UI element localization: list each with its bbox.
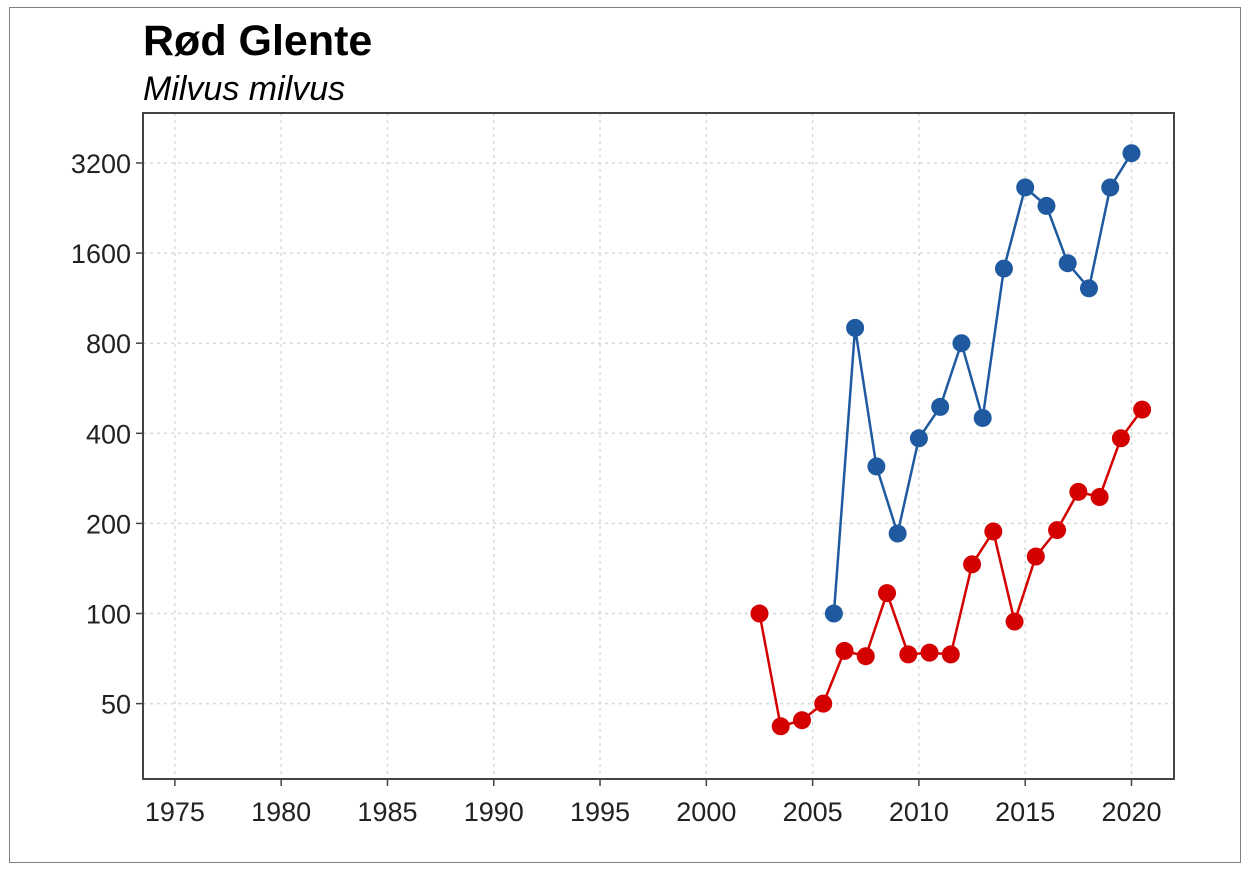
chart-subtitle: Milvus milvus [143,70,346,108]
y-tick-label: 100 [86,600,131,630]
x-tick-label: 2020 [1101,797,1161,827]
series-2-point [1048,521,1067,540]
series-2-point [1069,482,1088,501]
series-1-point [824,604,843,623]
x-tick-label: 1990 [464,797,524,827]
series-1-point [1101,178,1120,197]
series-2-point [1026,547,1045,566]
series-1-point [867,457,886,476]
series-2-point [920,643,939,662]
chart-title: Rød Glente [143,17,373,65]
y-tick-label: 1600 [71,239,131,269]
series-1-line [832,152,1133,614]
x-tick-label: 1995 [570,797,630,827]
series-2-point [792,711,811,730]
series-2-point [1005,612,1024,631]
y-tick-label: 800 [86,329,131,359]
series-2-point [984,522,1003,541]
series-2-line [758,408,1144,728]
x-tick-label: 2000 [676,797,736,827]
series-2-point [1111,429,1130,448]
series-2-point [899,645,918,664]
series-1-point [1058,254,1077,273]
series-2-point [963,555,982,574]
series-1-point [973,408,992,427]
series-2-point [771,717,790,736]
x-tick-label: 1985 [357,797,417,827]
series-2-point [1090,488,1109,507]
y-tick-label: 200 [86,509,131,539]
series-1-point [1122,144,1141,163]
x-tick-label: 1980 [251,797,311,827]
series-1-point [952,334,971,353]
series-1-point [1016,178,1035,197]
y-tick-label: 400 [86,419,131,449]
series-2-point [856,647,875,666]
series-2-point [878,584,897,603]
series-1-point [846,318,865,337]
y-tick-label: 3200 [71,149,131,179]
series-2-point [941,645,960,664]
series-1-point [994,259,1013,278]
chart-frame [9,7,1241,863]
series-2-point [750,604,769,623]
series-2-point [835,641,854,660]
x-tick-label: 2015 [995,797,1055,827]
series-1-point [909,429,928,448]
plot-border [142,112,1175,780]
x-tick-label: 2010 [889,797,949,827]
series-1-point [1079,279,1098,298]
series-1-point [888,524,907,543]
series-1-point [931,397,950,416]
x-tick-label: 2005 [783,797,843,827]
series-1-point [1037,196,1056,215]
series-2-point [1133,400,1152,419]
y-tick-label: 50 [101,690,131,720]
x-tick-label: 1975 [145,797,205,827]
series-2-point [814,694,833,713]
